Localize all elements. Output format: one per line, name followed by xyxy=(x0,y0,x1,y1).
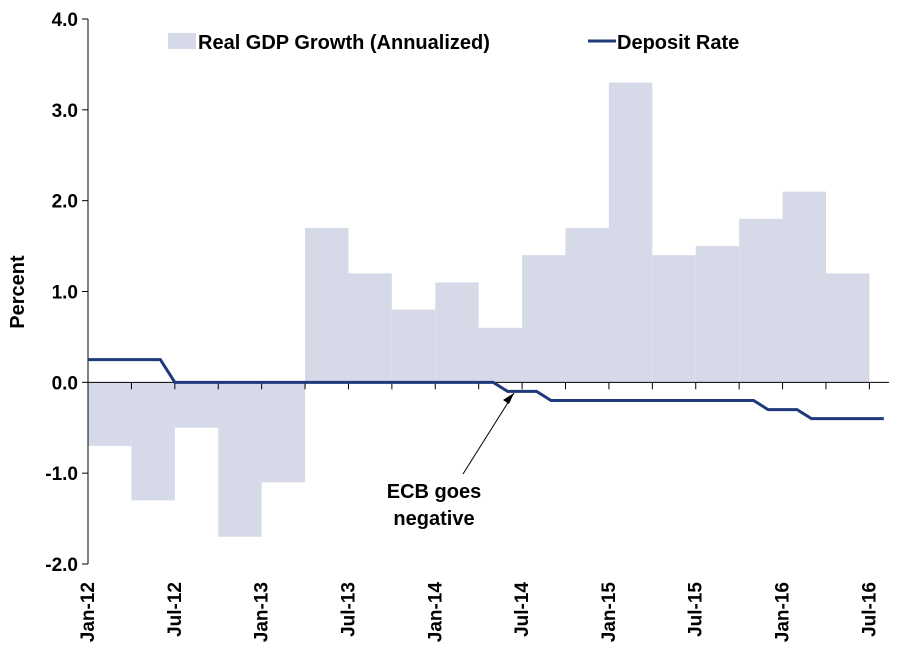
annotation-arrow xyxy=(462,392,515,475)
gdp-bar-2013-Q2 xyxy=(305,227,349,383)
gdp-bar-2016-Q2 xyxy=(825,273,870,383)
x-tick-label: Jan-14 xyxy=(425,582,446,643)
deposit-rate-line xyxy=(88,358,884,421)
x-tick-label: Jul-14 xyxy=(512,582,533,637)
gdp-bar-2013-Q4 xyxy=(391,309,436,383)
x-tick-label: Jan-13 xyxy=(252,582,273,642)
gdp-bar-2014-Q2 xyxy=(478,327,523,383)
x-tick-label: Jul-15 xyxy=(686,582,707,637)
annotation-arrowhead xyxy=(503,393,514,404)
gdp-bar-2014-Q1 xyxy=(435,282,479,383)
y-tick-label: 4.0 xyxy=(52,10,78,31)
x-tick-label: Jan-15 xyxy=(599,582,620,643)
y-tick-label: 1.0 xyxy=(52,283,78,304)
y-tick-label: 3.0 xyxy=(52,101,78,122)
y-tick-label: 0.0 xyxy=(52,373,78,394)
legend-line-label: Deposit Rate xyxy=(617,32,739,54)
gdp-bar-2016-Q1 xyxy=(782,191,826,383)
gdp-bar-2015-Q3 xyxy=(695,246,740,383)
annotation-line-1: ECB goes xyxy=(387,481,481,503)
gdp-bar-2012-Q4 xyxy=(218,382,262,537)
legend: Real GDP Growth (Annualized) Deposit Rat… xyxy=(168,32,739,54)
x-tick-label: Jul-16 xyxy=(859,582,880,637)
annotation-line-2: negative xyxy=(393,508,474,530)
y-tick-label: -2.0 xyxy=(45,555,78,576)
gdp-bar-2013-Q3 xyxy=(348,273,392,383)
line-layer xyxy=(88,358,884,421)
gdp-bar-2015-Q2 xyxy=(652,255,696,383)
y-tick-label: 2.0 xyxy=(52,192,78,213)
annotation: ECB goes negative xyxy=(387,392,515,530)
x-tick-label: Jul-12 xyxy=(165,582,186,637)
gdp-bar-2012-Q2 xyxy=(131,382,175,501)
y-axis-title: Percent xyxy=(7,255,29,329)
gdp-bar-2015-Q1 xyxy=(608,82,653,383)
gdp-bar-2013-Q1 xyxy=(261,382,306,483)
gdp-bar-2015-Q4 xyxy=(739,218,783,383)
x-tick-label: Jul-13 xyxy=(338,582,359,637)
x-tick-label: Jan-16 xyxy=(773,582,794,642)
gdp-bar-2014-Q3 xyxy=(522,255,566,383)
legend-bar-label: Real GDP Growth (Annualized) xyxy=(198,32,490,54)
gdp-bar-2012-Q3 xyxy=(174,382,219,428)
gdp-bar-2014-Q4 xyxy=(565,227,609,383)
gdp-bar-2012-Q1 xyxy=(88,382,132,446)
legend-bar-swatch xyxy=(168,33,196,49)
x-tick-label: Jan-12 xyxy=(78,582,99,642)
y-tick-label: -1.0 xyxy=(45,464,78,485)
bars-layer xyxy=(88,82,870,537)
